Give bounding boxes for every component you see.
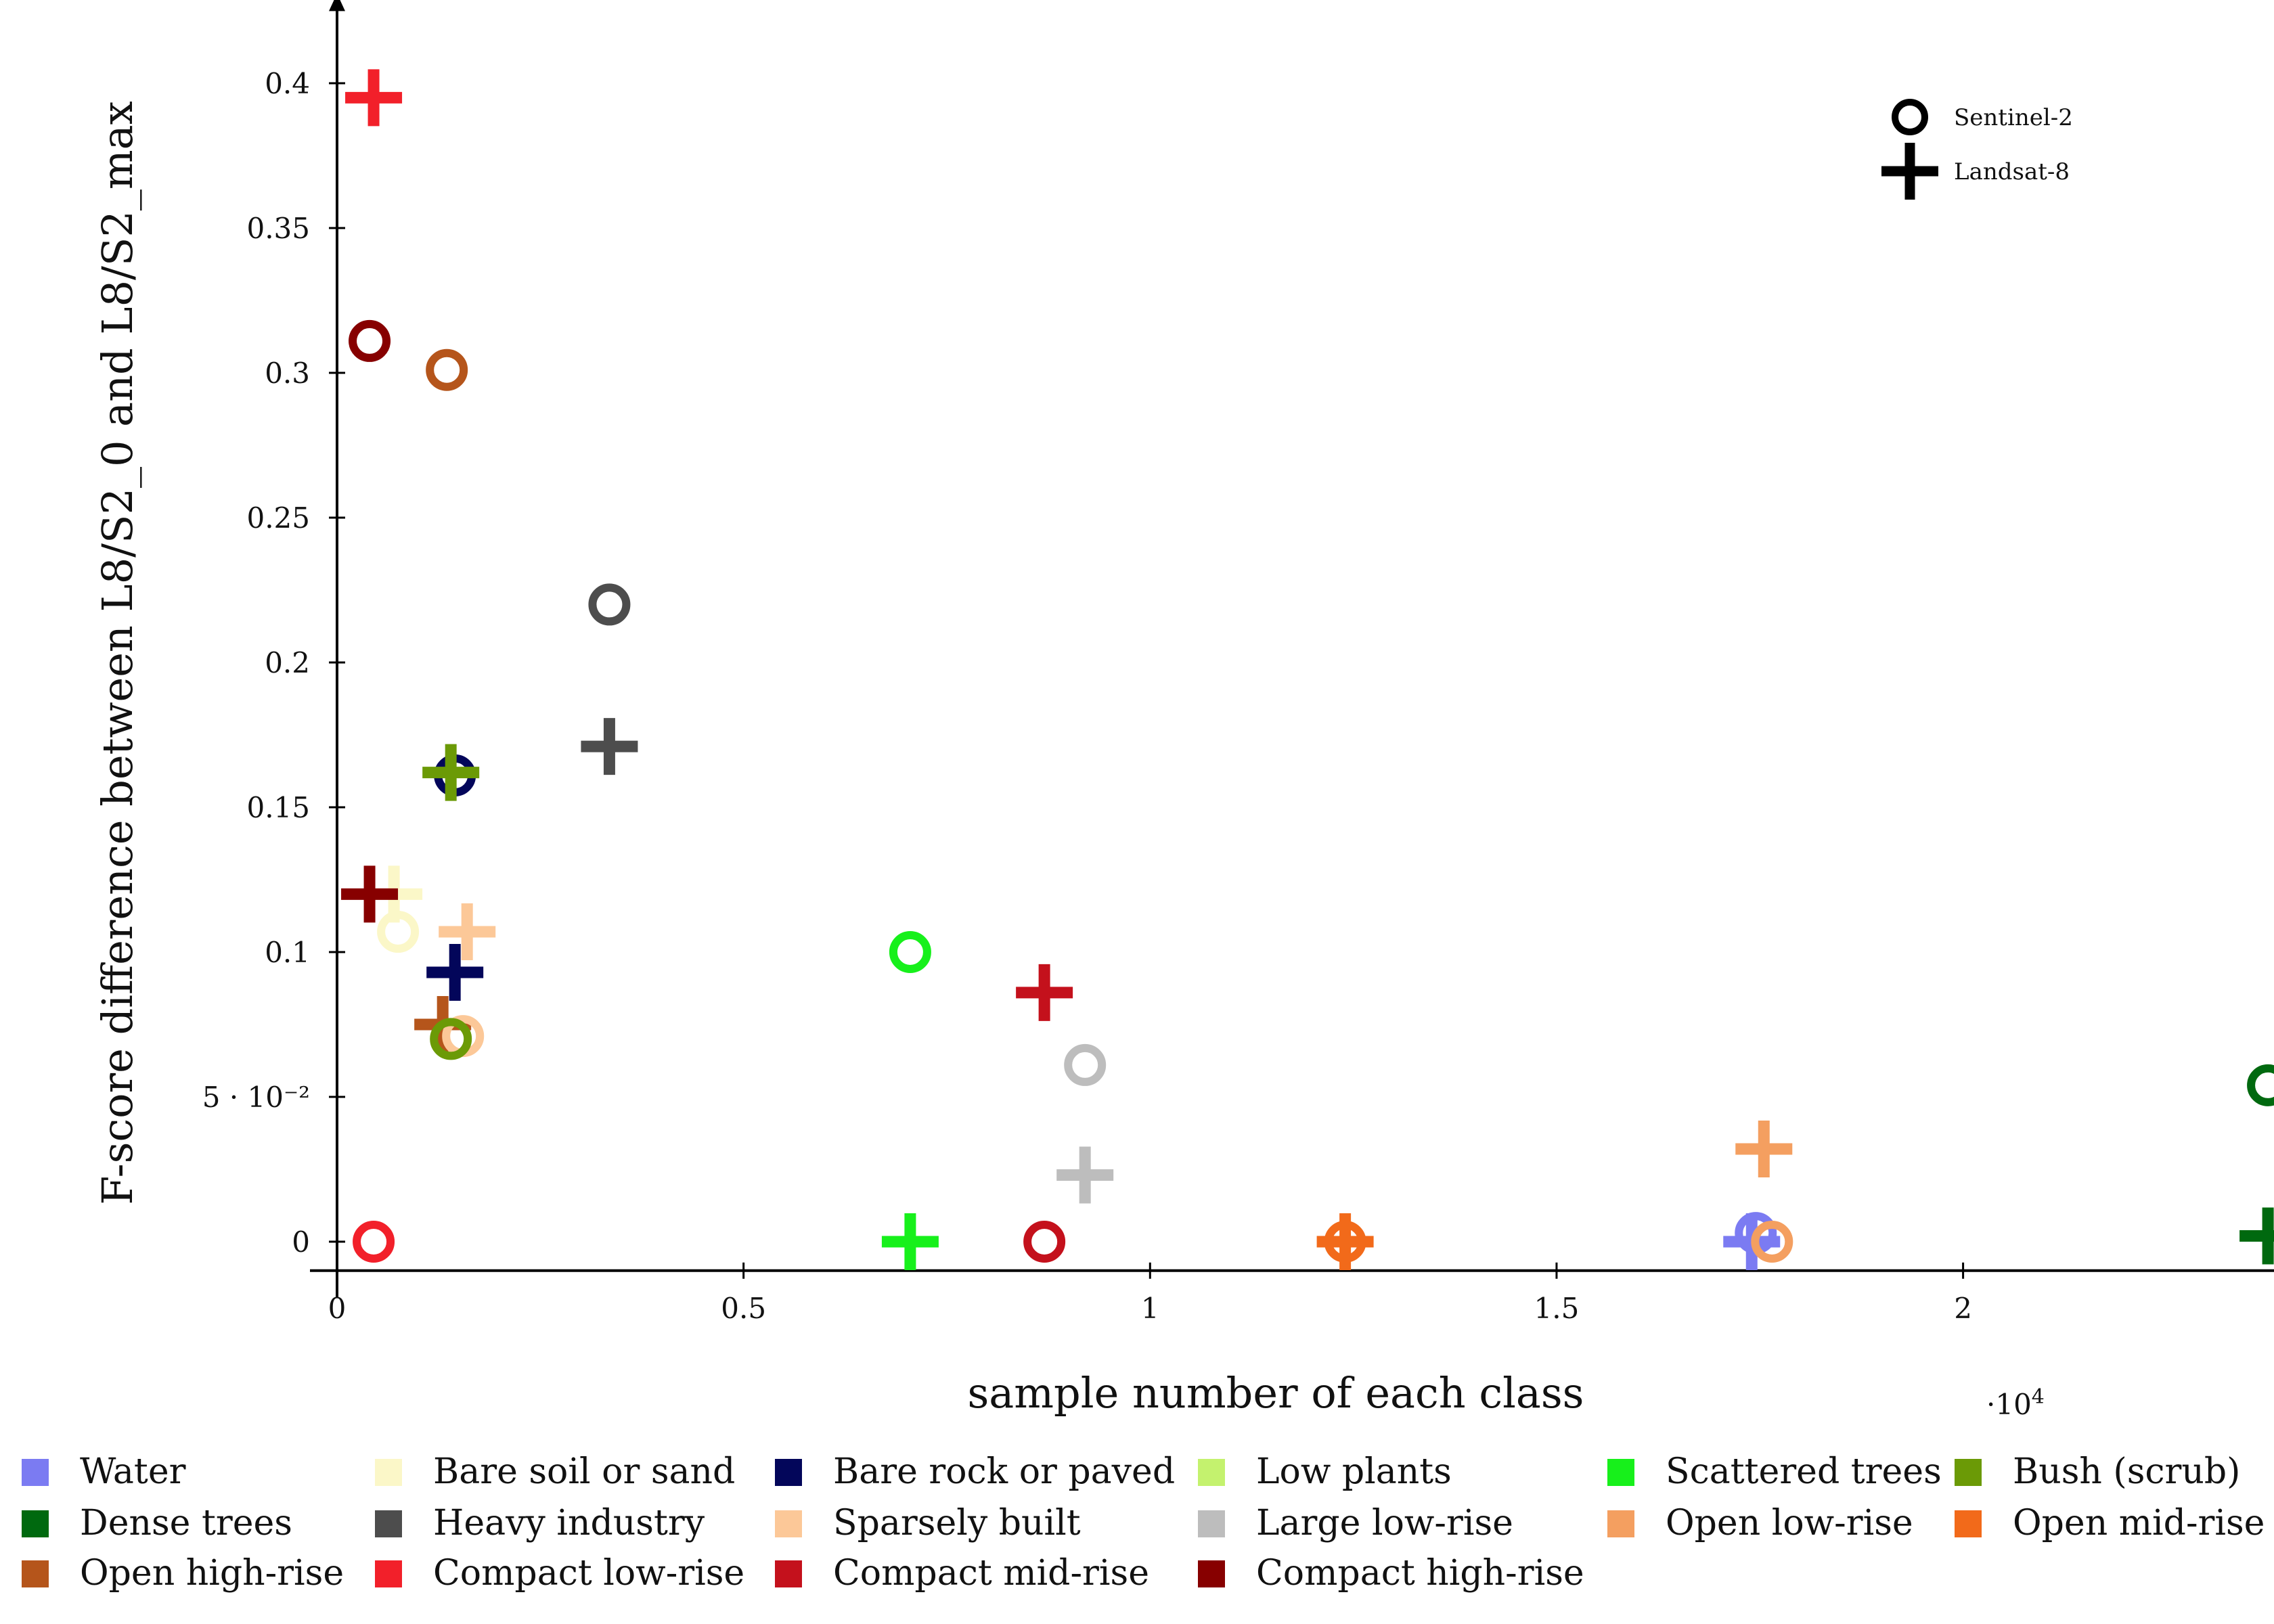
legend-label: Scattered trees (1666, 1451, 1942, 1492)
landsat-8-point-compact-high-rise (341, 865, 399, 923)
y-tick-label: 0.15 (246, 791, 310, 824)
x-tick-label: 2 (1954, 1292, 1972, 1325)
y-ticks: 0 5 · 10⁻² 0.1 0.15 0.2 0.25 0.3 0.35 0.4 (202, 67, 345, 1259)
legend-swatch (1955, 1510, 1982, 1537)
legend-label: Open low-rise (1666, 1503, 1913, 1543)
x-axis-multiplier: ·104 (1986, 1385, 2045, 1421)
legend-swatch (375, 1459, 402, 1486)
sentinel-2-point-open-high-rise (426, 348, 468, 391)
sentinel-2-point-bare-soil-or-sand (377, 911, 420, 953)
y-tick-label: 0 (292, 1225, 310, 1259)
y-tick-label: 0.2 (265, 646, 310, 679)
legend-swatch (22, 1510, 49, 1537)
legend-label: Low plants (1256, 1451, 1452, 1492)
legend-label: Bare rock or paved (833, 1451, 1175, 1492)
legend-swatch (1607, 1510, 1634, 1537)
legend-label: Compact mid-rise (833, 1553, 1149, 1594)
legend-label: Water (80, 1451, 186, 1492)
landsat-8-legend-marker (1881, 143, 1938, 200)
x-axis-label: sample number of each class (967, 1368, 1584, 1418)
legend-swatch (775, 1510, 802, 1537)
x-multiplier-exponent: 4 (2032, 1385, 2045, 1409)
legend-swatch (1607, 1459, 1634, 1486)
sentinel-2-point-open-low-rise (1751, 1221, 1793, 1263)
y-tick-label: 0.1 (265, 936, 310, 969)
y-axis-arrow (329, 0, 345, 12)
legend-label: Dense trees (80, 1503, 292, 1543)
legend-label: Large low-rise (1256, 1503, 1513, 1543)
y-tick-label: 0.35 (246, 212, 310, 245)
y-tick-label: 0.3 (265, 357, 310, 390)
legend-swatch (22, 1560, 49, 1587)
legend-label: Sparsely built (833, 1503, 1081, 1543)
sentinel-2-point-compact-low-rise (353, 1221, 395, 1263)
y-tick-label: 0.25 (246, 501, 310, 535)
x-multiplier-base: ·10 (1986, 1388, 2032, 1421)
x-tick-label: 1 (1141, 1292, 1159, 1325)
legend-swatch (1955, 1459, 1982, 1486)
legend-label: Bare soil or sand (433, 1451, 735, 1492)
legend-label: Open mid-rise (2013, 1503, 2265, 1543)
legend-label: Open high-rise (80, 1553, 344, 1594)
legend-label: Compact low-rise (433, 1553, 744, 1594)
y-tick-label: 0.4 (265, 67, 310, 100)
legend-swatch (775, 1459, 802, 1486)
legend-swatch (22, 1459, 49, 1486)
landsat-8-point-scattered-trees (881, 1213, 939, 1270)
landsat-8-point-large-low-rise (1056, 1146, 1114, 1204)
landsat-8-point-open-low-rise (1735, 1121, 1793, 1178)
axes (310, 0, 2274, 1298)
legend-swatch (775, 1560, 802, 1587)
sentinel-2-point-bush-scrub (430, 1018, 472, 1060)
x-tick-label: 0.5 (721, 1292, 766, 1325)
x-tick-label: 1.5 (1534, 1292, 1580, 1325)
legend-swatch (1198, 1459, 1225, 1486)
legend-swatch (375, 1510, 402, 1537)
color-legend: Water Bare soil or sand Bare rock or paved… (22, 1451, 2265, 1594)
landsat-8-point-compact-mid-rise (1016, 964, 1073, 1021)
legend-swatch (375, 1560, 402, 1587)
legend-label: Compact high-rise (1256, 1553, 1584, 1594)
landsat-8-point-sparsely-built (439, 903, 496, 961)
sentinel-2-point-compact-high-rise (349, 319, 391, 362)
landsat-8-point-bare-rock-or-paved (426, 943, 484, 1001)
y-axis-label: F-score difference between L8/S2_0 and L… (93, 101, 142, 1204)
sentinel-2-point-dense-trees (2247, 1064, 2274, 1106)
legend-swatch (1198, 1560, 1225, 1587)
sentinel-2-point-compact-mid-rise (1023, 1221, 1066, 1263)
marker-legend: Sentinel-2 Landsat-8 (1881, 99, 2073, 200)
marker-legend-label: Landsat-8 (1954, 158, 2070, 185)
sentinel-2-point-heavy-industry (588, 583, 631, 626)
legend-label: Bush (scrub) (2013, 1451, 2240, 1492)
sentinel-2-point-open-mid-rise (1324, 1221, 1366, 1263)
y-tick-label: 5 · 10⁻² (202, 1081, 310, 1114)
legend-label: Heavy industry (433, 1503, 705, 1543)
sentinel-2-point-scattered-trees (889, 931, 931, 973)
marker-legend-label: Sentinel-2 (1954, 104, 2073, 131)
landsat-8-point-compact-low-rise (345, 69, 403, 127)
landsat-8-point-dense-trees (2239, 1207, 2274, 1265)
sentinel-2-legend-marker (1892, 99, 1928, 135)
landsat-8-point-heavy-industry (581, 718, 638, 775)
data-points (341, 69, 2274, 1270)
landsat-8-point-bush-scrub (422, 744, 480, 801)
legend-swatch (1198, 1510, 1225, 1537)
x-tick-label: 0 (328, 1292, 347, 1325)
sentinel-2-point-large-low-rise (1064, 1043, 1107, 1086)
x-ticks: 00.511.522.533.544.5 (328, 1262, 1972, 1325)
